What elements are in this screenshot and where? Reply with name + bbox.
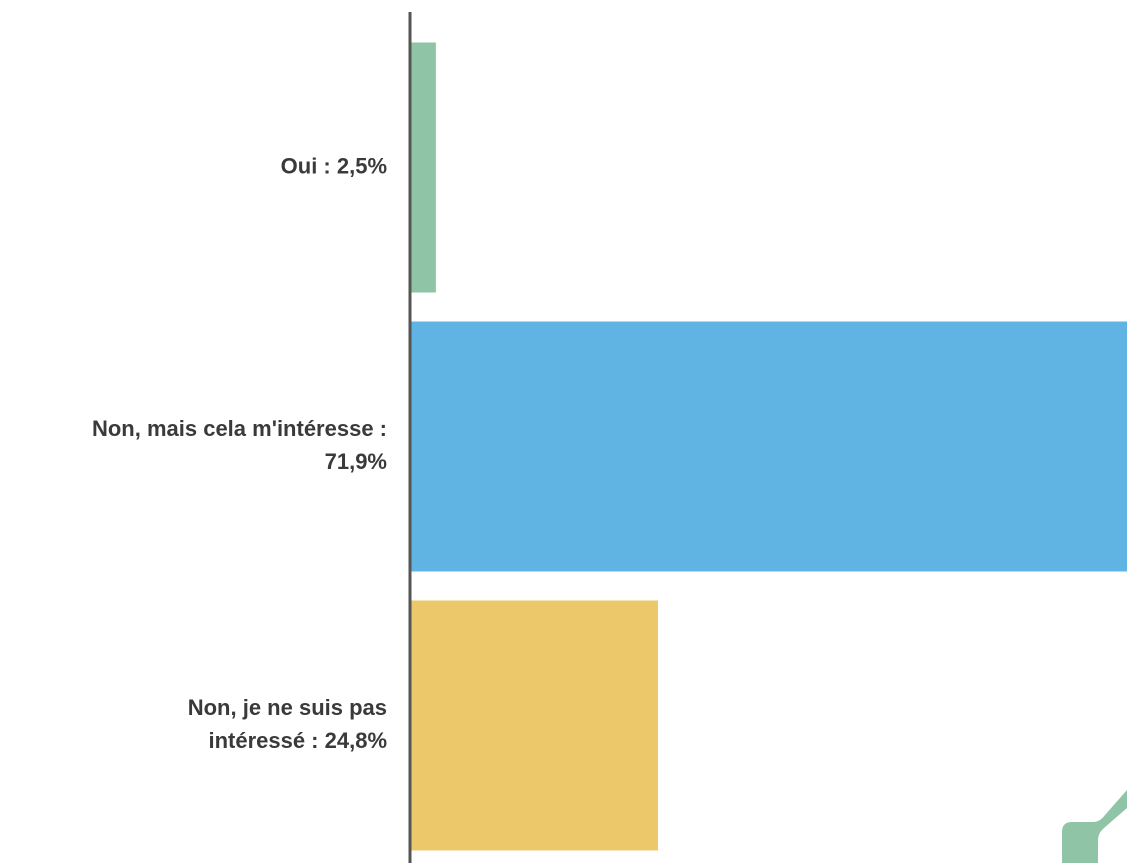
bar-1 xyxy=(411,42,436,293)
decorative-connector-icon xyxy=(1062,790,1127,863)
category-label-3: Non, je ne suis pas intéressé : 24,8% xyxy=(188,695,387,753)
category-labels-group: Oui : 2,5% Non, mais cela m'intéresse : 71… xyxy=(92,153,387,753)
bar-3 xyxy=(411,600,658,851)
category-label-line: Non, mais cela m'intéresse : xyxy=(92,416,387,441)
category-label-1: Oui : 2,5% xyxy=(281,153,387,178)
category-label-line: 71,9% xyxy=(325,449,387,474)
bars-group xyxy=(411,42,1127,851)
category-label-line: Oui : 2,5% xyxy=(281,153,387,178)
category-label-line: intéressé : 24,8% xyxy=(208,728,387,753)
category-label-line: Non, je ne suis pas xyxy=(188,695,387,720)
category-label-2: Non, mais cela m'intéresse : 71,9% xyxy=(92,416,387,474)
bar-2 xyxy=(411,321,1127,572)
